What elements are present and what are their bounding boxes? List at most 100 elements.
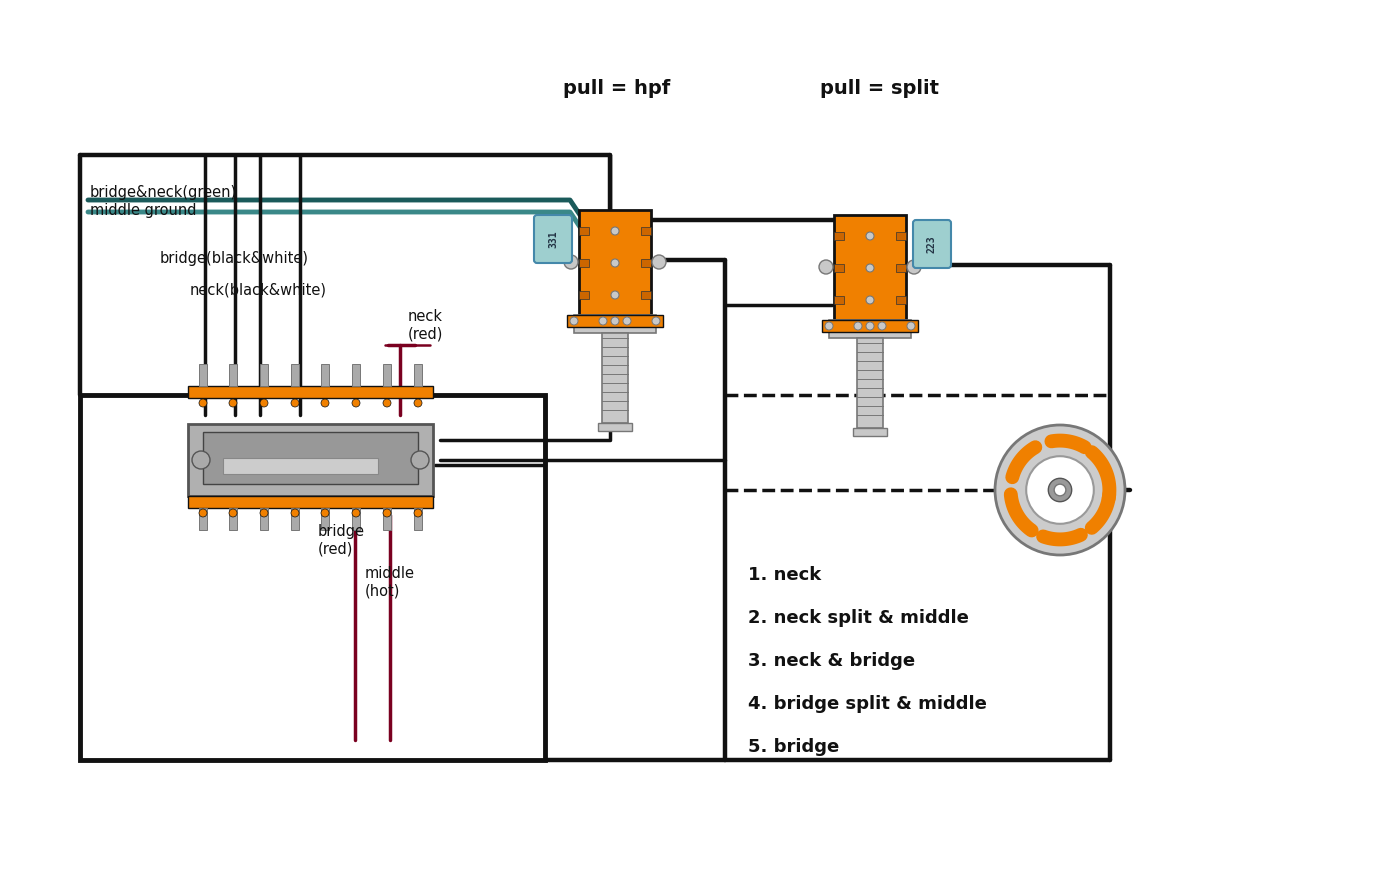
Circle shape bbox=[908, 322, 914, 330]
Bar bbox=[579, 227, 588, 235]
Bar bbox=[230, 508, 236, 530]
Bar bbox=[641, 291, 650, 299]
Bar bbox=[835, 232, 844, 240]
Text: neck(black&white): neck(black&white) bbox=[190, 282, 327, 297]
FancyBboxPatch shape bbox=[913, 220, 951, 268]
Circle shape bbox=[414, 509, 422, 517]
Bar bbox=[857, 338, 883, 428]
Bar bbox=[896, 264, 906, 272]
Bar bbox=[641, 259, 650, 267]
Circle shape bbox=[600, 317, 606, 325]
Bar bbox=[896, 296, 906, 304]
Circle shape bbox=[384, 509, 390, 517]
Bar bbox=[835, 264, 844, 272]
Circle shape bbox=[564, 255, 578, 269]
Circle shape bbox=[320, 509, 329, 517]
Circle shape bbox=[879, 322, 886, 330]
Circle shape bbox=[199, 509, 208, 517]
Bar bbox=[80, 395, 544, 760]
Bar bbox=[829, 320, 912, 338]
Bar bbox=[579, 259, 588, 267]
Circle shape bbox=[623, 317, 631, 325]
Text: 3. neck & bridge: 3. neck & bridge bbox=[748, 652, 916, 670]
Bar bbox=[598, 423, 632, 431]
Circle shape bbox=[825, 322, 833, 330]
Bar bbox=[320, 364, 329, 386]
Bar bbox=[641, 227, 650, 235]
Circle shape bbox=[652, 255, 666, 269]
Bar bbox=[188, 386, 433, 398]
Bar bbox=[199, 508, 208, 530]
Text: bridge(black&white): bridge(black&white) bbox=[160, 251, 309, 265]
Bar bbox=[835, 296, 844, 304]
Bar bbox=[822, 320, 919, 332]
Bar bbox=[384, 508, 390, 530]
Bar bbox=[320, 508, 329, 530]
Bar bbox=[579, 210, 650, 315]
Text: 1. neck: 1. neck bbox=[748, 566, 821, 584]
Bar bbox=[260, 364, 268, 386]
Bar bbox=[852, 428, 887, 436]
Bar bbox=[292, 508, 298, 530]
Bar bbox=[292, 364, 298, 386]
Circle shape bbox=[414, 399, 422, 407]
Bar bbox=[384, 364, 390, 386]
Circle shape bbox=[292, 399, 298, 407]
Circle shape bbox=[854, 322, 862, 330]
Bar bbox=[896, 232, 906, 240]
Circle shape bbox=[610, 227, 619, 235]
Circle shape bbox=[1048, 479, 1071, 502]
Circle shape bbox=[230, 399, 236, 407]
Text: pull = split: pull = split bbox=[821, 79, 939, 97]
Circle shape bbox=[230, 509, 236, 517]
Bar bbox=[579, 291, 588, 299]
Bar bbox=[414, 364, 422, 386]
Bar bbox=[223, 458, 378, 474]
Bar bbox=[566, 315, 663, 327]
Bar bbox=[835, 215, 906, 320]
Circle shape bbox=[1055, 484, 1066, 496]
Text: bridge
(red): bridge (red) bbox=[318, 524, 364, 556]
Circle shape bbox=[610, 259, 619, 267]
Circle shape bbox=[199, 399, 208, 407]
Circle shape bbox=[908, 260, 921, 274]
Circle shape bbox=[866, 322, 874, 330]
Bar bbox=[188, 496, 433, 508]
Bar bbox=[573, 315, 656, 333]
Text: bridge&neck(green): bridge&neck(green) bbox=[89, 185, 236, 199]
Circle shape bbox=[571, 317, 578, 325]
Bar bbox=[188, 424, 433, 496]
Circle shape bbox=[292, 509, 298, 517]
Bar bbox=[352, 364, 360, 386]
Bar bbox=[260, 508, 268, 530]
Text: middle ground: middle ground bbox=[89, 203, 197, 218]
Circle shape bbox=[610, 291, 619, 299]
Circle shape bbox=[610, 317, 619, 325]
Text: 223: 223 bbox=[927, 235, 936, 253]
Text: 2. neck split & middle: 2. neck split & middle bbox=[748, 609, 969, 627]
Text: neck
(red): neck (red) bbox=[408, 309, 443, 341]
Bar bbox=[230, 364, 236, 386]
Bar bbox=[602, 333, 628, 423]
Bar bbox=[204, 432, 418, 484]
Bar bbox=[199, 364, 208, 386]
Circle shape bbox=[1026, 456, 1093, 524]
Text: 5. bridge: 5. bridge bbox=[748, 738, 839, 756]
Circle shape bbox=[352, 399, 360, 407]
Circle shape bbox=[866, 264, 874, 272]
Text: middle
(hot): middle (hot) bbox=[364, 566, 415, 598]
Text: 4. bridge split & middle: 4. bridge split & middle bbox=[748, 695, 987, 713]
Circle shape bbox=[320, 399, 329, 407]
Circle shape bbox=[260, 509, 268, 517]
Bar bbox=[352, 508, 360, 530]
Circle shape bbox=[652, 317, 660, 325]
Circle shape bbox=[193, 451, 210, 469]
Circle shape bbox=[411, 451, 429, 469]
Bar bbox=[414, 508, 422, 530]
Circle shape bbox=[866, 232, 874, 240]
Circle shape bbox=[384, 399, 390, 407]
Circle shape bbox=[996, 425, 1125, 555]
Text: pull = hpf: pull = hpf bbox=[564, 79, 671, 97]
Circle shape bbox=[820, 260, 833, 274]
FancyBboxPatch shape bbox=[534, 215, 572, 263]
